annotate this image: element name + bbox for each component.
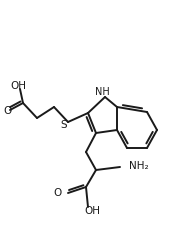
Text: O: O bbox=[3, 106, 11, 116]
Text: OH: OH bbox=[84, 206, 100, 216]
Text: OH: OH bbox=[10, 81, 26, 91]
Text: NH₂: NH₂ bbox=[129, 161, 149, 171]
Text: NH: NH bbox=[95, 87, 109, 97]
Text: S: S bbox=[61, 120, 67, 130]
Text: O: O bbox=[54, 188, 62, 198]
